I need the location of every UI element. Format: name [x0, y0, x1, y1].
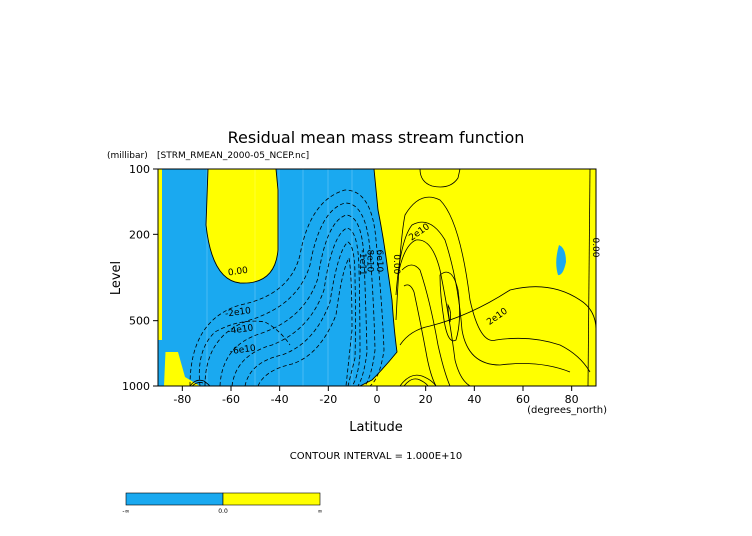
- contour-label: 0.00: [590, 237, 600, 257]
- chart-title: Residual mean mass stream function: [228, 128, 525, 147]
- y-tick-label: 1000: [122, 380, 150, 393]
- negative-blob: [556, 245, 566, 276]
- x-tick-label: 0: [374, 393, 381, 406]
- contour-label: 0.00: [227, 266, 249, 279]
- y-tick-label: 500: [129, 315, 150, 328]
- legend-negative-swatch: [125, 492, 224, 506]
- x-axis-label: Latitude: [349, 420, 403, 435]
- y-tick-label: 100: [129, 163, 150, 176]
- color-legend: -∞ 0.0 ∞: [122, 492, 323, 515]
- contour-label: 0.00: [391, 254, 401, 274]
- legend-positive-swatch: [222, 492, 321, 506]
- positive-contours: [189, 169, 596, 386]
- legend-label-zero: 0.0: [218, 508, 228, 515]
- x-tick-label: -80: [173, 393, 191, 406]
- legend-label-max: ∞: [318, 508, 323, 515]
- y-axis-label: Level: [109, 261, 124, 295]
- negative-contours: [189, 189, 385, 386]
- x-tick-label: 80: [565, 393, 579, 406]
- x-tick-label: 60: [516, 393, 530, 406]
- x-axis: -80 -60 -40 -20 0 20 40 60 80: [173, 386, 579, 406]
- x-tick-label: 20: [419, 393, 433, 406]
- x-tick-label: -20: [319, 393, 337, 406]
- plot-area: [158, 169, 596, 386]
- contour-label: -6e10: [229, 344, 256, 358]
- negative-region-left: [158, 340, 166, 386]
- contour-label: 8e10: [364, 249, 374, 272]
- y-tick-label: 200: [129, 228, 150, 241]
- legend-label-min: -∞: [122, 508, 129, 515]
- contour-label: -4e10: [227, 323, 254, 337]
- x-units-label: (degrees_north): [527, 405, 607, 416]
- x-tick-label: 40: [467, 393, 481, 406]
- x-tick-label: -40: [271, 393, 289, 406]
- chart-subtitle: [STRM_RMEAN_2000-05_NCEP.nc]: [157, 151, 309, 161]
- y-units-label: (millibar): [107, 151, 148, 161]
- contour-label: 6e10: [374, 249, 384, 272]
- zero-contours: [205, 169, 398, 386]
- negative-region: [162, 169, 397, 386]
- contour-label: -1e11: [357, 250, 367, 276]
- x-tick-label: -60: [222, 393, 240, 406]
- contour-interval-text: CONTOUR INTERVAL = 1.000E+10: [290, 451, 462, 462]
- contour-label: -2e10: [224, 306, 251, 320]
- y-axis: 1000 500 200 100: [122, 163, 158, 393]
